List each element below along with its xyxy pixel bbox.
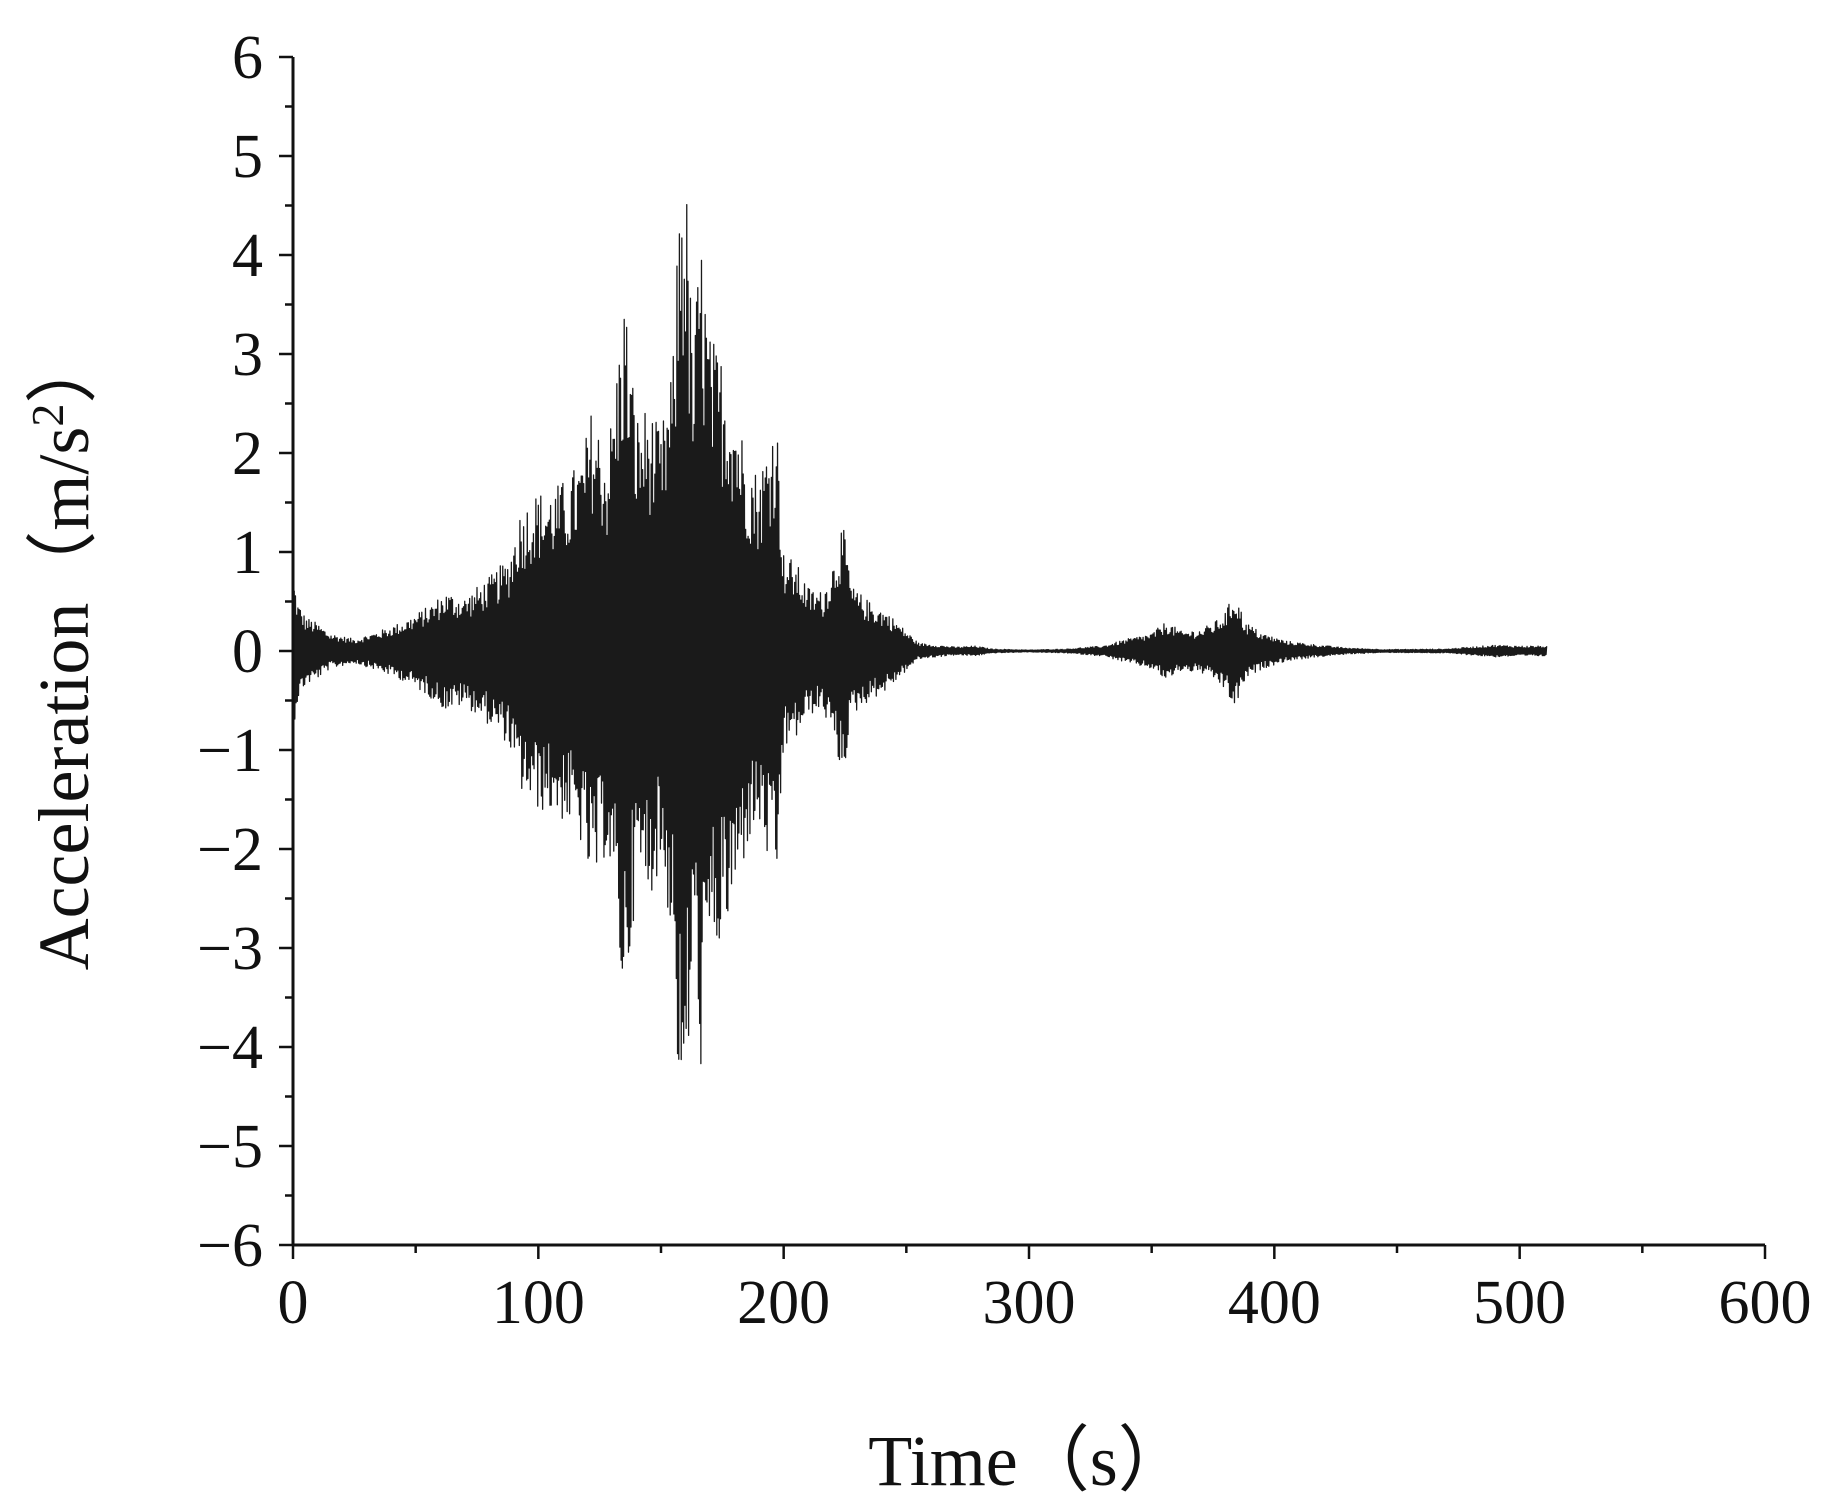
x-tick-label: 300 — [983, 1269, 1076, 1337]
y-tick-label: 2 — [232, 420, 263, 488]
y-tick-labels: 6 5 4 3 2 1 0 −1 −2 −3 −4 −5 −6 — [197, 24, 263, 1280]
y-tick-label: −2 — [197, 816, 263, 884]
acceleration-series-line — [292, 204, 1548, 1065]
y-tick-label: −5 — [197, 1113, 263, 1181]
x-tick-label: 200 — [737, 1269, 830, 1337]
y-axis-title: Acceleration（m/s2） — [22, 332, 105, 971]
y-tick-label: 0 — [232, 618, 263, 686]
x-tick-label: 0 — [278, 1269, 309, 1337]
y-tick-label: 6 — [232, 24, 263, 92]
y-tick-label: −4 — [197, 1014, 263, 1082]
x-tick-labels: 0 100 200 300 400 500 600 — [278, 1269, 1812, 1337]
x-tick-label: 600 — [1719, 1269, 1812, 1337]
y-tick-label: −1 — [197, 717, 263, 785]
y-tick-label: 5 — [232, 123, 263, 191]
x-tick-label: 500 — [1473, 1269, 1566, 1337]
x-axis-title: Time（s） — [868, 1421, 1189, 1501]
y-tick-label: −3 — [197, 915, 263, 983]
y-axis-title-end: ） — [24, 332, 104, 404]
x-tick-label: 100 — [492, 1269, 585, 1337]
y-tick-label: 3 — [232, 321, 263, 389]
y-tick-label: −6 — [197, 1212, 263, 1280]
y-tick-label: 4 — [232, 222, 263, 290]
x-tick-label: 400 — [1228, 1269, 1321, 1337]
y-axis-title-superscript: 2 — [22, 404, 73, 427]
y-tick-label: 1 — [232, 519, 263, 587]
y-axis-title-main: Acceleration（m/s — [24, 427, 104, 971]
